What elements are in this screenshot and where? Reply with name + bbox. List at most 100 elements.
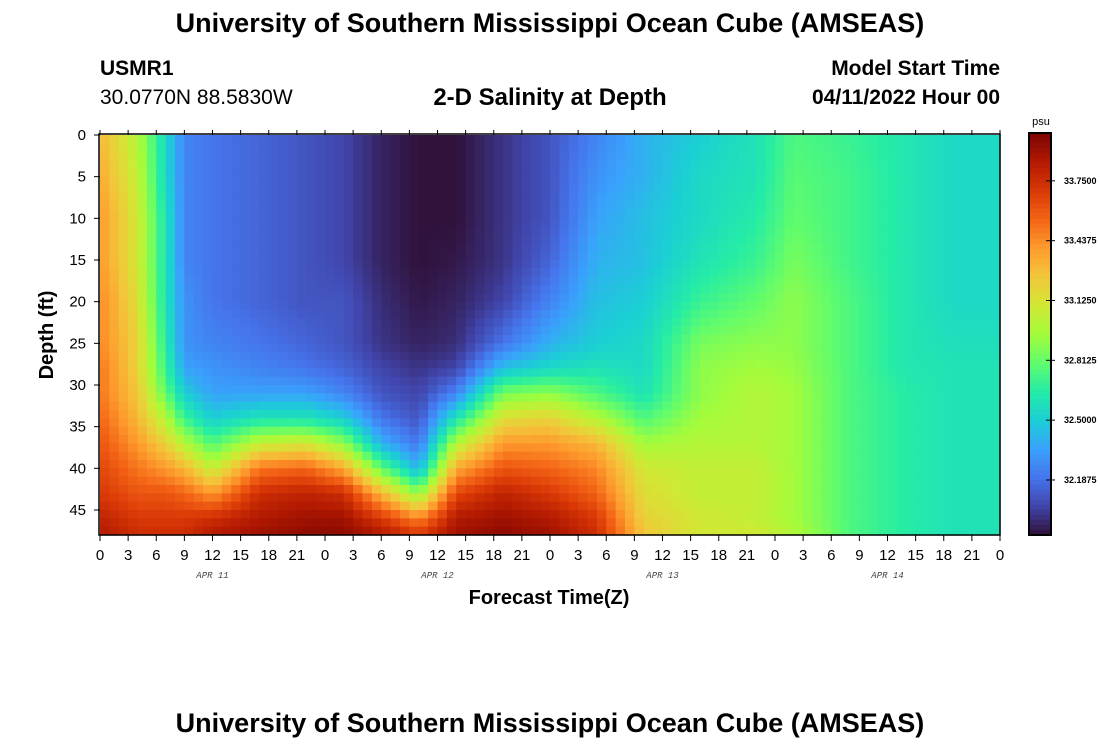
heatmap-cell [156,435,167,444]
heatmap-cell [943,201,954,211]
heatmap-cell [615,293,626,303]
heatmap-cell [484,401,495,411]
heatmap-cell [118,135,129,144]
heatmap-cell [550,518,560,528]
heatmap-cell [259,276,270,286]
y-tick-label: 40 [69,460,86,477]
heatmap-cell [268,218,279,228]
heatmap-cell [409,335,420,344]
heatmap-cell [531,485,542,494]
heatmap-cell [390,226,401,236]
heatmap-cell [456,135,467,144]
heatmap-cell [259,468,270,478]
heatmap-cell [137,376,148,386]
heatmap-cell [512,393,523,403]
heatmap-cell [578,293,589,303]
heatmap-cell [221,276,232,286]
heatmap-cell [821,276,832,286]
heatmap-cell [193,435,204,444]
heatmap-cell [203,260,214,269]
heatmap-cell [953,376,964,386]
heatmap-cell [625,526,635,536]
heatmap-cell [990,201,1001,211]
heatmap-cell [606,318,617,328]
heatmap-cell [446,201,457,211]
heatmap-cell [531,210,542,219]
heatmap-cell [381,168,392,178]
heatmap-cell [109,393,120,403]
heatmap-cell [784,368,795,378]
heatmap-cell [400,468,410,478]
heatmap-cell [343,168,354,178]
heatmap-cell [606,376,617,386]
heatmap-cell [221,393,232,403]
heatmap-cell [550,460,560,469]
heatmap-cell [596,268,607,278]
heatmap-cell [343,418,354,428]
heatmap-cell [953,251,964,261]
heatmap-cell [268,176,279,186]
x-tick-label: 21 [964,547,981,564]
heatmap-cell [287,276,298,286]
heatmap-cell [990,185,1001,194]
heatmap-cell [765,476,776,486]
heatmap-cell [943,410,954,419]
heatmap-cell [981,151,992,161]
heatmap-cell [109,168,120,178]
heatmap-cell [962,276,973,286]
heatmap-cell [240,468,251,478]
heatmap-cell [493,460,504,469]
heatmap-cell [390,276,401,286]
heatmap-cell [821,368,832,378]
heatmap-cell [456,385,467,394]
heatmap-cell [456,510,467,519]
heatmap-cell [925,235,935,244]
heatmap-cell [990,360,1001,369]
heatmap-cell [212,318,223,328]
heatmap-cell [775,293,785,303]
heatmap-cell [625,501,635,511]
heatmap-cell [718,293,729,303]
heatmap-cell [371,335,382,344]
heatmap-cell [887,360,898,369]
heatmap-cell [193,318,204,328]
heatmap-cell [990,176,1001,186]
heatmap-cell [653,293,664,303]
heatmap-cell [821,151,832,161]
heatmap-cell [278,251,289,261]
heatmap-cell [118,210,129,219]
heatmap-cell [512,343,523,353]
heatmap-cell [456,176,467,186]
heatmap-cell [400,318,410,328]
heatmap-cell [775,201,785,211]
heatmap-cell [156,418,167,428]
heatmap-cell [587,385,598,394]
heatmap-cell [418,160,429,169]
heatmap-cell [306,468,317,478]
heatmap-cell [821,451,832,461]
heatmap-cell [212,301,223,311]
heatmap-cell [568,468,579,478]
heatmap-cell [446,493,457,503]
heatmap-cell [165,335,176,344]
heatmap-cell [371,226,382,236]
heatmap-cell [559,435,570,444]
heatmap-cell [259,460,270,469]
heatmap-cell [240,335,251,344]
heatmap-cell [840,318,851,328]
heatmap-cell [193,226,204,236]
heatmap-cell [296,426,307,436]
heatmap-cell [915,143,926,153]
heatmap-cell [343,385,354,394]
heatmap-cell [550,393,560,403]
heatmap-cell [728,176,739,186]
heatmap-cell [634,268,645,278]
heatmap-cell [175,468,185,478]
heatmap-cell [709,368,720,378]
heatmap-cell [943,218,954,228]
heatmap-cell [625,268,635,278]
heatmap-cell [287,176,298,186]
heatmap-cell [409,510,420,519]
heatmap-cell [184,335,195,344]
heatmap-cell [381,235,392,244]
